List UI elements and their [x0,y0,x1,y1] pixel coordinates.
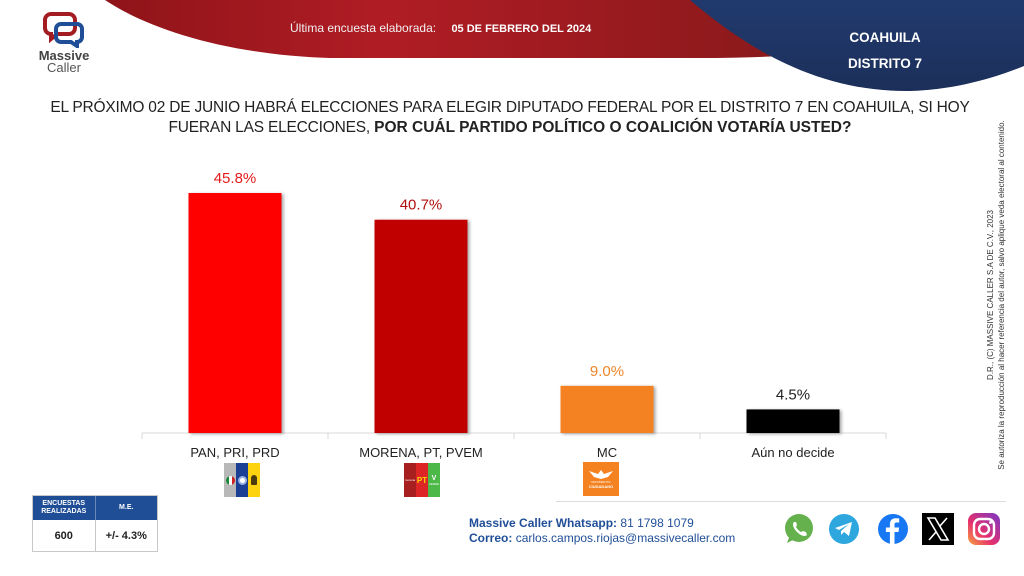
survey-question: EL PRÓXIMO 02 DE JUNIO HABRÁ ELECCIONES … [40,98,980,138]
bar-2 [374,219,468,433]
category-label: MORENA, PT, PVEM [359,445,483,460]
bar-value-label: 45.8% [214,170,257,187]
stats-header-row: ENCUESTAS REALIZADAS M.E. [33,496,157,520]
whatsapp-label: Massive Caller Whatsapp: [469,516,618,530]
district-name: DISTRITO 7 [847,56,922,71]
logo-text-massive: Massive [38,48,90,63]
stats-value-row: 600 +/- 4.3% [33,520,157,551]
category-label: PAN, PRI, PRD [190,445,279,460]
morena-pt-pvem-logo: morena PT V VERDE [404,463,440,497]
logo-speech-bubbles-icon [43,12,84,48]
movimiento-ciudadano-logo: MOVIMIENTO CIUDADANO [583,462,619,496]
bar-value-label: 9.0% [590,363,624,380]
survey-stats-table: ENCUESTAS REALIZADAS M.E. 600 +/- 4.3% [32,495,158,552]
logo-text-caller: Caller [47,60,81,75]
whatsapp-icon[interactable] [783,513,815,545]
pan-pri-prd-logo [224,463,260,497]
last-survey-label: Última encuesta elaborada: [290,21,437,35]
bar-4 [746,409,840,433]
surveys-value: 600 [33,520,96,551]
surveys-header: ENCUESTAS REALIZADAS [33,496,96,520]
email-address[interactable]: carlos.campos.riojas@massivecaller.com [515,531,736,545]
instagram-icon[interactable] [968,513,1000,545]
whatsapp-contact: Massive Caller Whatsapp: 81 1798 1079 [469,516,735,531]
state-name: COAHUILA [849,30,921,45]
morena-logo: morena [404,463,416,497]
bar-value-label: 4.5% [776,386,810,403]
pan-logo [236,463,248,497]
x-icon[interactable] [922,513,954,545]
pvem-logo: V VERDE [428,463,440,497]
navy-banner-shape [690,0,1024,92]
bar-value-label: 40.7% [400,197,443,214]
pt-logo: PT [416,463,428,497]
bar-3 [560,385,654,433]
category-label: MC [597,445,617,460]
mc-eagle-icon [589,469,613,479]
question-text: EL PRÓXIMO 02 DE JUNIO HABRÁ ELECCIONES … [50,99,970,136]
contact-info: Massive Caller Whatsapp: 81 1798 1079 Co… [469,516,735,546]
whatsapp-number[interactable]: 81 1798 1079 [620,516,694,530]
prd-logo [248,463,260,497]
bar-1 [188,193,282,433]
category-label: Aún no decide [751,445,834,460]
region-info: COAHUILA DISTRITO 7 [820,25,950,77]
margin-error-header: M.E. [119,504,134,511]
margin-error-value: +/- 4.3% [105,529,147,542]
question-emphasis: POR CUÁL PARTIDO POLÍTICO O COALICIÓN VO… [374,119,852,136]
facebook-icon[interactable] [877,513,909,545]
pri-logo [224,463,236,497]
last-survey-date: 05 DE FEBRERO DEL 2024 [451,23,592,35]
massive-caller-logo: Massive Caller [30,10,98,80]
last-survey-info: Última encuesta elaborada: 05 DE FEBRERO… [290,21,591,35]
email-label: Correo: [469,531,513,545]
telegram-icon[interactable] [828,513,860,545]
footer-divider [556,501,1006,502]
email-contact: Correo: carlos.campos.riojas@massivecall… [469,531,735,546]
